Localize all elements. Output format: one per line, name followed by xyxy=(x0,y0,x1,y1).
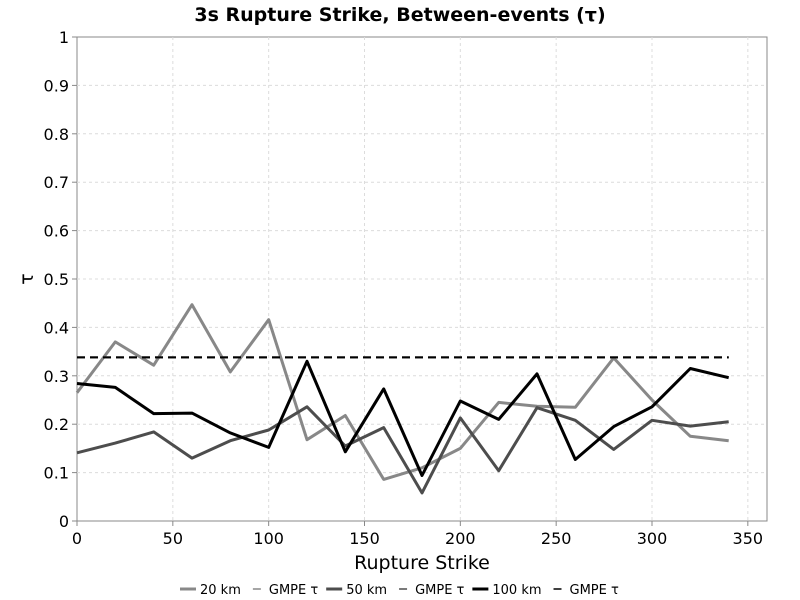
series-line-0 xyxy=(75,303,729,481)
x-tick-label: 100 xyxy=(253,529,284,548)
y-tick-label: 0.6 xyxy=(44,222,69,241)
y-axis-label: τ xyxy=(16,273,38,284)
y-tick-label: 0.3 xyxy=(44,367,69,386)
x-tick-label: 200 xyxy=(445,529,476,548)
x-tick-label: 250 xyxy=(541,529,572,548)
y-tick-label: 0.7 xyxy=(44,173,69,192)
series-line-2 xyxy=(76,405,729,495)
x-tick-label: 0 xyxy=(72,529,82,548)
chart-title: 3s Rupture Strike, Between-events (τ) xyxy=(194,4,605,26)
x-tick-label: 50 xyxy=(163,529,183,548)
legend-label-1: GMPE τ xyxy=(269,583,318,598)
legend-label-0: 20 km xyxy=(200,583,241,598)
legend-label-3: GMPE τ xyxy=(415,583,464,598)
y-tick-label: 0.4 xyxy=(44,318,69,337)
x-tick-label: 150 xyxy=(349,529,380,548)
y-tick-label: 0.5 xyxy=(44,270,69,289)
y-tick-label: 0.8 xyxy=(44,125,69,144)
tick-labels: 0 0.1 0.2 0.3 0.4 0.5 0.6 0.7 0.8 0.9 1 0 50 100 150 20… xyxy=(44,28,764,548)
legend-label-2: 50 km xyxy=(346,583,387,598)
y-tick-label: 0 xyxy=(59,512,69,531)
series-lines xyxy=(75,303,730,495)
grid-lines xyxy=(77,37,767,521)
y-tick-label: 0.9 xyxy=(44,76,69,95)
series-line-4 xyxy=(76,359,730,477)
legend-label-5: GMPE τ xyxy=(570,583,619,598)
y-tick-label: 0.1 xyxy=(44,464,69,483)
y-tick-label: 0.2 xyxy=(44,415,69,434)
x-tick-label: 350 xyxy=(733,529,764,548)
x-tick-label: 300 xyxy=(637,529,668,548)
y-tick-label: 1 xyxy=(59,28,69,47)
x-axis-label: Rupture Strike xyxy=(354,552,490,574)
legend: 20 km GMPE τ 50 km GMPE τ 100 km GMPE τ xyxy=(180,583,619,598)
legend-label-4: 100 km xyxy=(492,583,541,598)
